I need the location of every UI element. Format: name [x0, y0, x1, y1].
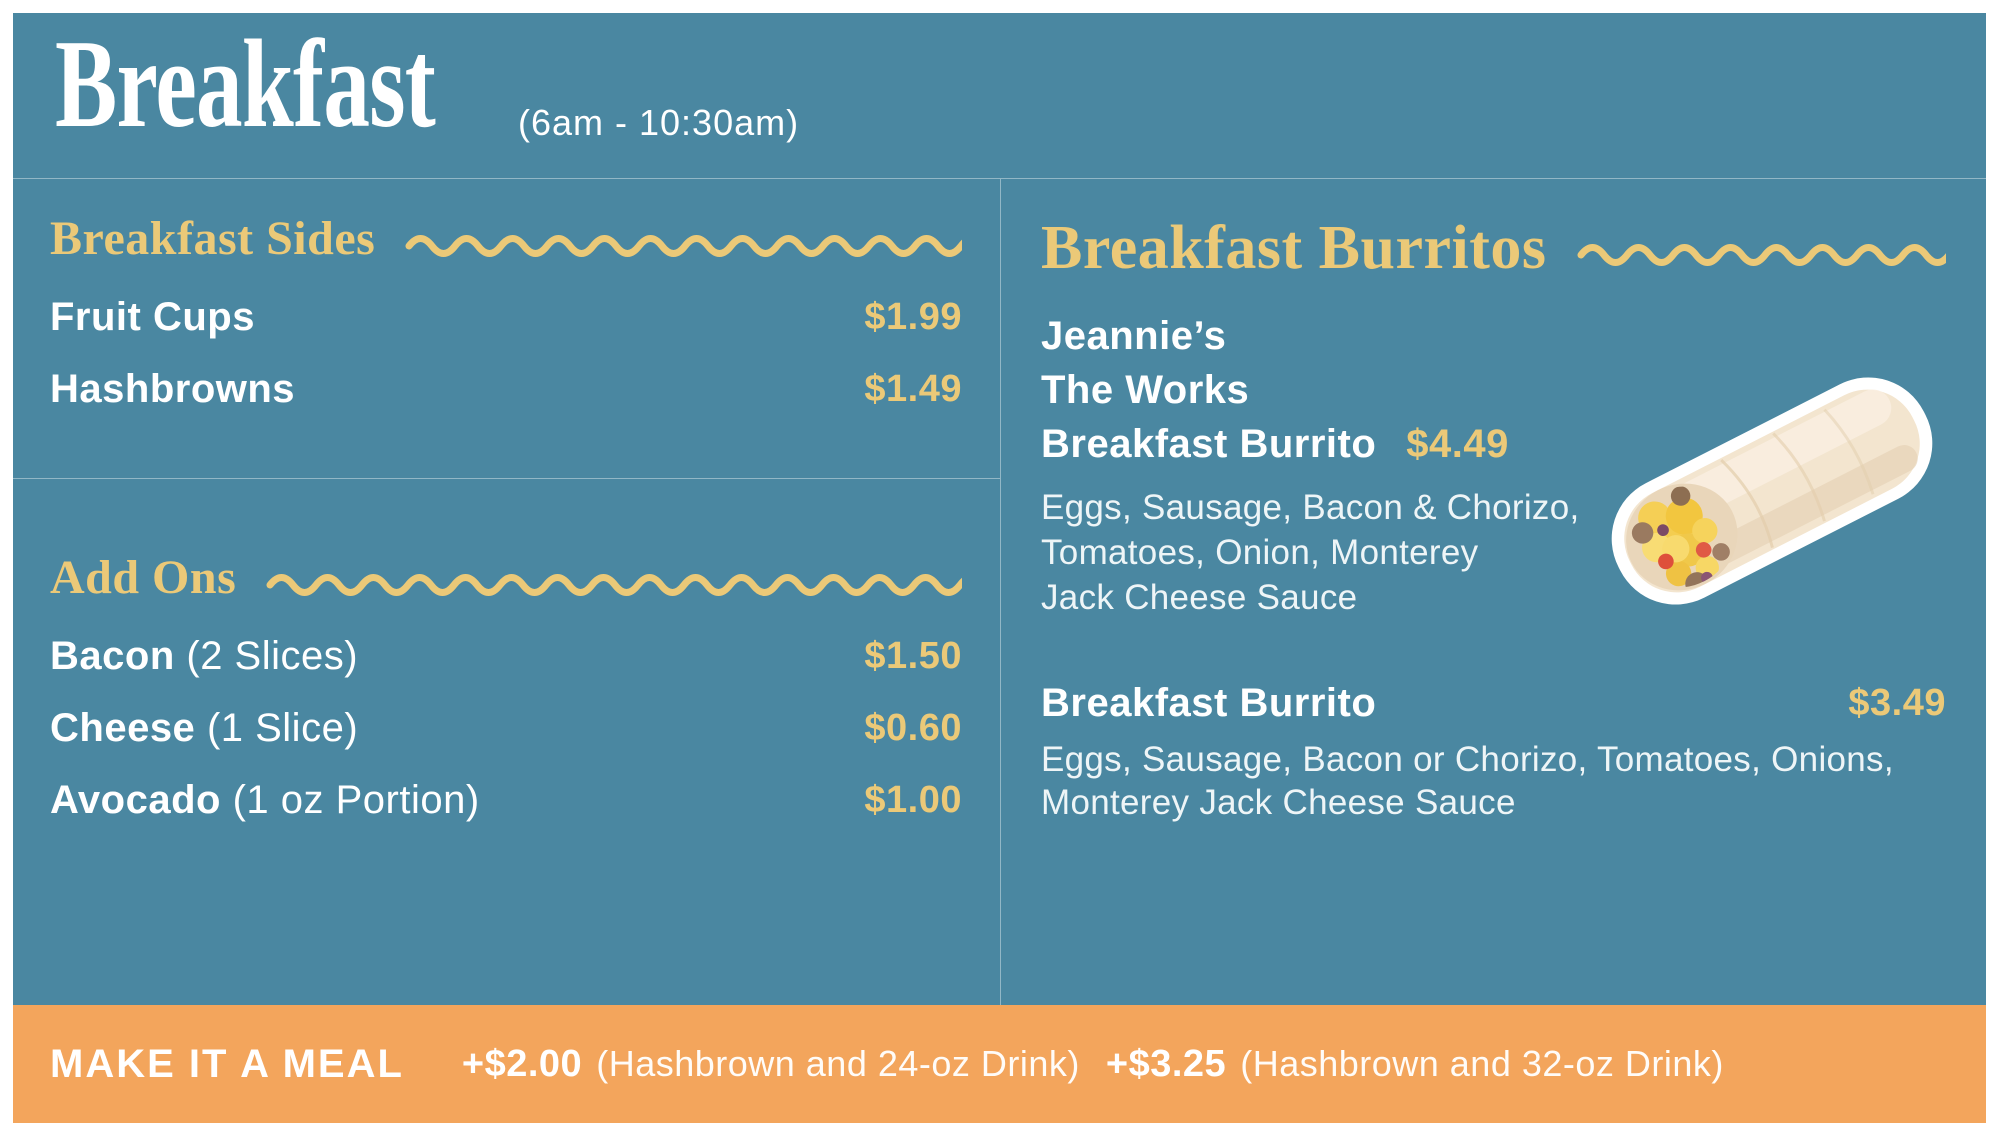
item-name: Fruit Cups [50, 294, 255, 339]
item-detail: (1 Slice) [206, 705, 359, 750]
wavy-line-icon [1577, 244, 1946, 266]
menu-body: Breakfast Sides Fruit Cups $1.99 Hashbro… [13, 179, 1986, 1005]
menu-item-fruit-cups: Fruit Cups $1.99 [50, 281, 962, 353]
menu-item-breakfast-burrito: Breakfast Burrito $3.49 [1041, 676, 1946, 730]
item-price: $1.00 [864, 778, 962, 821]
make-it-a-meal-banner: MAKE IT A MEAL +$2.00 (Hashbrown and 24-… [13, 1005, 1986, 1123]
section-breakfast-sides: Breakfast Sides Fruit Cups $1.99 Hashbro… [13, 179, 1000, 478]
wavy-line-icon [266, 574, 962, 596]
menu-hours: (6am - 10:30am) [518, 102, 800, 143]
menu-board-inner: Breakfast (6am - 10:30am) Breakfast Side… [13, 13, 1986, 1123]
item-description: Eggs, Sausage, Bacon & Chorizo, Tomatoes… [1041, 488, 1580, 617]
menu-item-hashbrowns: Hashbrowns $1.49 [50, 353, 962, 425]
item-name: Bacon (2 Slices) [50, 633, 359, 678]
wavy-line-icon [405, 235, 962, 257]
item-name: Hashbrowns [50, 366, 296, 411]
section-heading-breakfast-burritos: Breakfast Burritos [1041, 214, 1547, 282]
item-detail: (2 Slices) [186, 633, 359, 678]
item-name: Avocado (1 oz Portion) [50, 777, 480, 822]
right-column: Breakfast Burritos Jeannie’s The Works B… [1001, 179, 1986, 1005]
offer-detail: (Hashbrown and 24-oz Drink) [596, 1042, 1080, 1084]
breakfast-burrito-photo [1586, 345, 1958, 637]
item-name: Breakfast Burrito [1041, 680, 1377, 725]
section-add-ons: Add Ons Bacon (2 Slices) $1.50 Cheese (1… [13, 479, 1000, 1005]
menu-item-jeannies-the-works-breakfast-burrito: Jeannie’s The Works Breakfast Burrito $4.… [1041, 309, 1946, 620]
item-name: Cheese (1 Slice) [50, 705, 359, 750]
item-name-line: Jeannie’s [1041, 314, 1227, 358]
offer-detail: (Hashbrown and 32-oz Drink) [1240, 1042, 1724, 1084]
section-heading-add-ons: Add Ons [50, 551, 237, 604]
menu-header: Breakfast (6am - 10:30am) [13, 13, 1986, 179]
section-heading-breakfast-sides: Breakfast Sides [50, 212, 376, 265]
horizontal-divider [13, 478, 1000, 479]
item-description: Eggs, Sausage, Bacon or Chorizo, Tomatoe… [1041, 740, 1894, 822]
menu-item-cheese: Cheese (1 Slice) $0.60 [50, 692, 962, 764]
section-heading-row: Add Ons [50, 554, 962, 602]
meal-offer-32oz: +$3.25 (Hashbrown and 32-oz Drink) [1106, 1043, 1724, 1086]
menu-item-avocado: Avocado (1 oz Portion) $1.00 [50, 764, 962, 836]
section-heading-row: Breakfast Burritos [1041, 217, 1946, 279]
column-divider [1000, 179, 1001, 1005]
item-price: $4.49 [1406, 422, 1509, 466]
page-title: Breakfast [55, 15, 436, 154]
item-name-line: Breakfast Burrito [1041, 422, 1377, 466]
item-price: $1.50 [864, 634, 962, 677]
offer-price: +$3.25 [1105, 1042, 1227, 1085]
meal-offer-24oz: +$2.00 (Hashbrown and 24-oz Drink) [462, 1043, 1080, 1086]
section-breakfast-burritos: Breakfast Burritos Jeannie’s The Works B… [1041, 217, 1946, 824]
section-heading-row: Breakfast Sides [50, 215, 962, 263]
menu-item-bacon: Bacon (2 Slices) $1.50 [50, 620, 962, 692]
offer-price: +$2.00 [461, 1042, 583, 1085]
item-price: $1.49 [864, 367, 962, 410]
item-price: $0.60 [864, 706, 962, 749]
left-column: Breakfast Sides Fruit Cups $1.99 Hashbro… [13, 179, 1000, 1005]
item-price: $3.49 [1848, 681, 1946, 724]
banner-label: MAKE IT A MEAL [50, 1041, 404, 1086]
item-detail: (1 oz Portion) [232, 777, 480, 822]
item-name-line: The Works [1041, 368, 1250, 412]
item-price: $1.99 [864, 295, 962, 338]
